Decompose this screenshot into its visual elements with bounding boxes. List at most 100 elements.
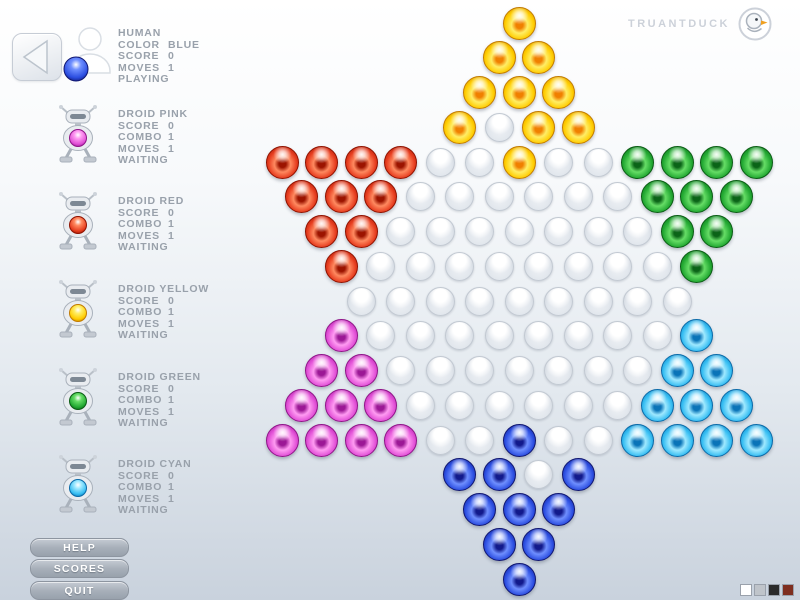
blue-marble[interactable] (502, 423, 536, 457)
yellow-marble[interactable] (502, 76, 536, 109)
board-hole[interactable] (524, 251, 554, 281)
cyan-marble[interactable] (739, 423, 773, 457)
theme-swatch-3[interactable] (768, 584, 780, 596)
cyan-marble[interactable] (640, 388, 674, 422)
board-hole[interactable] (445, 390, 475, 420)
red-marble[interactable] (344, 215, 378, 248)
pink-marble[interactable] (265, 423, 299, 457)
board-hole[interactable] (544, 356, 573, 385)
cyan-marble[interactable] (680, 388, 714, 422)
yellow-marble[interactable] (502, 145, 536, 179)
pink-marble[interactable] (324, 319, 358, 353)
red-marble[interactable] (364, 180, 398, 214)
board-hole[interactable] (484, 251, 514, 281)
blue-marble[interactable] (502, 493, 536, 526)
board-hole[interactable] (445, 251, 475, 281)
board-hole[interactable] (484, 182, 514, 212)
board-hole[interactable] (445, 321, 475, 351)
cyan-marble[interactable] (621, 423, 654, 457)
board-hole[interactable] (405, 390, 435, 420)
board-hole[interactable] (524, 321, 554, 351)
blue-marble[interactable] (542, 493, 575, 526)
board-hole[interactable] (544, 425, 573, 455)
board-hole[interactable] (563, 390, 593, 420)
pink-marble[interactable] (364, 388, 398, 422)
board-hole[interactable] (465, 286, 494, 316)
yellow-marble[interactable] (443, 110, 477, 144)
board-hole[interactable] (425, 286, 455, 316)
blue-marble[interactable] (463, 493, 496, 526)
board-hole[interactable] (386, 217, 415, 246)
theme-swatch-2[interactable] (754, 584, 766, 596)
board-hole[interactable] (445, 182, 475, 212)
yellow-marble[interactable] (561, 110, 595, 144)
board-hole[interactable] (583, 147, 613, 177)
red-marble[interactable] (305, 145, 338, 179)
red-marble[interactable] (305, 215, 338, 248)
board-hole[interactable] (366, 321, 396, 351)
red-marble[interactable] (344, 145, 378, 179)
board-hole[interactable] (544, 286, 573, 316)
blue-marble[interactable] (482, 458, 516, 492)
yellow-marble[interactable] (542, 76, 575, 109)
board-hole[interactable] (465, 217, 494, 246)
board-hole[interactable] (405, 251, 435, 281)
board-hole[interactable] (603, 251, 633, 281)
cyan-marble[interactable] (700, 423, 733, 457)
pink-marble[interactable] (305, 423, 338, 457)
cyan-marble[interactable] (660, 423, 694, 457)
green-marble[interactable] (660, 145, 694, 179)
green-marble[interactable] (700, 215, 733, 248)
board-hole[interactable] (386, 286, 415, 316)
yellow-marble[interactable] (522, 110, 556, 144)
board-hole[interactable] (662, 286, 692, 316)
blue-marble[interactable] (522, 527, 556, 561)
board-hole[interactable] (405, 182, 435, 212)
blue-marble[interactable] (443, 458, 477, 492)
board-hole[interactable] (623, 286, 652, 316)
board-hole[interactable] (465, 425, 494, 455)
yellow-marble[interactable] (502, 6, 536, 40)
board-hole[interactable] (642, 321, 672, 351)
red-marble[interactable] (285, 180, 319, 214)
board-hole[interactable] (465, 356, 494, 385)
board-hole[interactable] (583, 356, 613, 385)
pink-marble[interactable] (285, 388, 319, 422)
red-marble[interactable] (265, 145, 299, 179)
green-marble[interactable] (640, 180, 674, 214)
board-hole[interactable] (563, 182, 593, 212)
board-hole[interactable] (583, 217, 613, 246)
board-hole[interactable] (484, 390, 514, 420)
board-hole[interactable] (425, 356, 455, 385)
help-button[interactable]: HELP (30, 538, 129, 557)
blue-marble[interactable] (482, 527, 516, 561)
pink-marble[interactable] (344, 354, 378, 387)
board-hole[interactable] (366, 251, 396, 281)
board-hole[interactable] (544, 217, 573, 246)
board-hole[interactable] (386, 356, 415, 385)
pink-marble[interactable] (305, 354, 338, 387)
pink-marble[interactable] (384, 423, 417, 457)
board-hole[interactable] (544, 147, 573, 177)
cyan-marble[interactable] (700, 354, 733, 387)
board-hole[interactable] (425, 147, 455, 177)
board-hole[interactable] (346, 286, 376, 316)
board-hole[interactable] (484, 321, 514, 351)
yellow-marble[interactable] (463, 76, 496, 109)
board-hole[interactable] (623, 356, 652, 385)
green-marble[interactable] (700, 145, 733, 179)
board-hole[interactable] (504, 217, 534, 246)
board-hole[interactable] (405, 321, 435, 351)
scores-button[interactable]: SCORES (30, 559, 129, 578)
pink-marble[interactable] (324, 388, 358, 422)
board-hole[interactable] (583, 425, 613, 455)
board-hole[interactable] (603, 321, 633, 351)
board-hole[interactable] (642, 251, 672, 281)
red-marble[interactable] (384, 145, 417, 179)
pink-marble[interactable] (344, 423, 378, 457)
board-hole[interactable] (563, 251, 593, 281)
board-hole[interactable] (524, 460, 554, 490)
cyan-marble[interactable] (719, 388, 753, 422)
red-marble[interactable] (324, 249, 358, 283)
blue-marble[interactable] (561, 458, 595, 492)
